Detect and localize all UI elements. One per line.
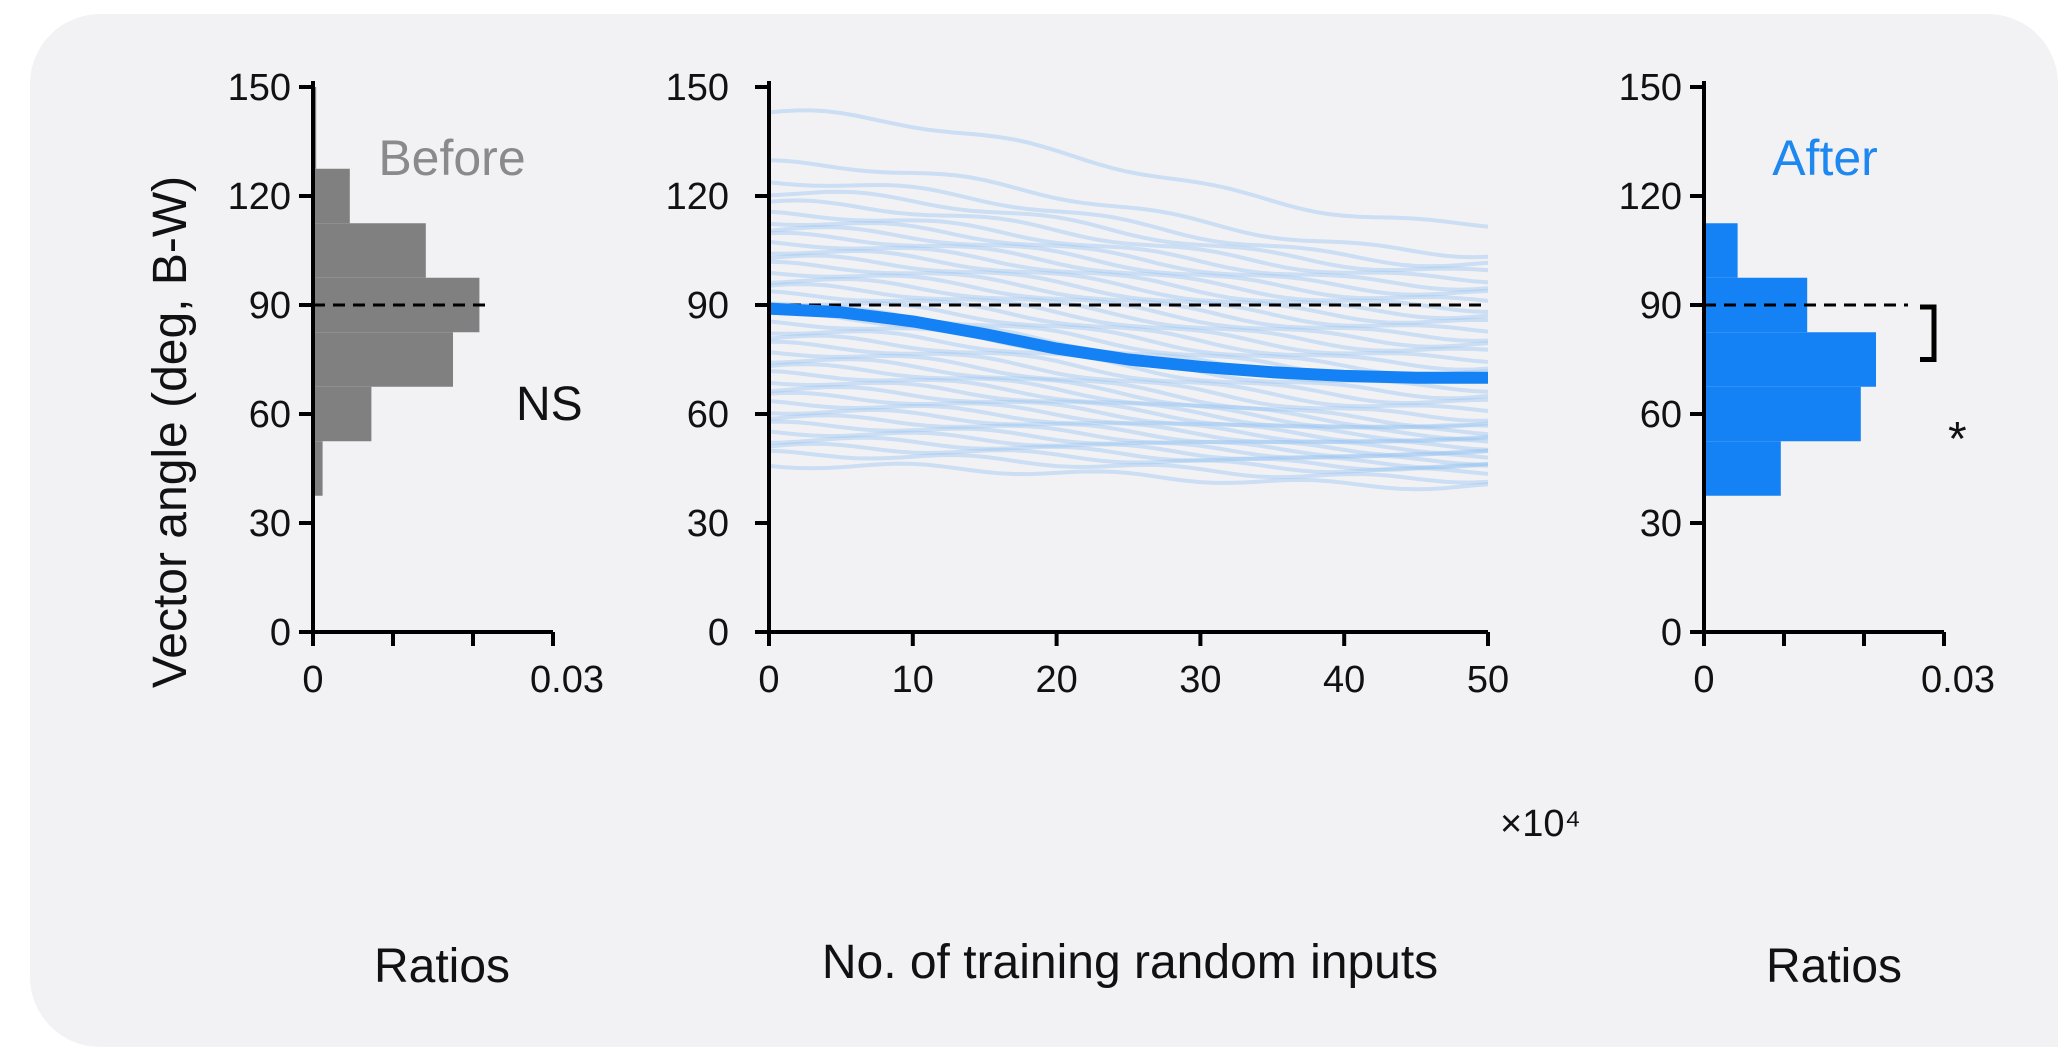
after-title: After [1772, 130, 1878, 186]
run-line-33 [768, 413, 1489, 460]
before-bar-5 [313, 168, 350, 224]
after-bar-4 [1704, 223, 1738, 278]
run-line-26 [768, 362, 1489, 437]
run-line-12 [768, 259, 1489, 343]
training-line-chart: No. of training random inputs ×10⁴ 0 30 60… [666, 67, 1581, 989]
before-ylabel: Vector angle (deg, B-W) [144, 176, 197, 688]
mean-line [768, 302, 1488, 384]
run-line-16 [768, 289, 1489, 372]
run-line-9 [768, 239, 1489, 321]
before-ytick-label-30: 30 [249, 503, 291, 545]
run-line-27 [768, 369, 1489, 441]
before-ytick-label-0: 0 [270, 612, 291, 654]
before-bar-1 [313, 386, 372, 442]
before-xtick-label-0: 0 [302, 659, 323, 701]
before-bar-2 [313, 332, 453, 387]
after-xtick-label-0: 0 [1693, 659, 1714, 701]
line-xtick-label-20: 20 [1035, 659, 1077, 701]
after-bar-0 [1704, 441, 1781, 496]
run-line-35 [768, 429, 1489, 470]
before-ytick-label-60: 60 [249, 394, 291, 436]
x-multiplier-label: ×10⁴ [1500, 803, 1581, 845]
line-ytick-label-120: 120 [666, 176, 729, 218]
line-xlabel: No. of training random inputs [822, 936, 1438, 989]
run-line-7 [768, 225, 1489, 303]
figure-panel [30, 14, 2058, 1047]
before-annotation-ns: NS [516, 378, 583, 431]
before-histogram: Before Vector angle (deg, B-W) Ratios NS… [144, 67, 604, 993]
run-line-17 [768, 301, 1489, 377]
run-line-1 [768, 158, 1489, 260]
run-line-8 [768, 230, 1489, 314]
line-xtick-label-30: 30 [1179, 659, 1221, 701]
run-line-23 [768, 339, 1489, 423]
run-line-0 [768, 108, 1489, 229]
after-ytick-label-150: 150 [1619, 67, 1682, 109]
run-line-28 [768, 380, 1489, 443]
line-xtick-label-50: 50 [1467, 659, 1509, 701]
line-ytick-label-90: 90 [687, 285, 729, 327]
run-line-10 [768, 248, 1489, 325]
line-ytick-label-60: 60 [687, 394, 729, 436]
run-line-30 [768, 390, 1489, 452]
before-title: Before [378, 130, 525, 186]
after-ytick-label-60: 60 [1640, 394, 1682, 436]
before-ytick-label-150: 150 [228, 67, 291, 109]
after-bar-1 [1704, 386, 1861, 442]
run-line-24 [768, 350, 1489, 429]
run-line-25 [768, 357, 1489, 430]
line-ytick-label-150: 150 [666, 67, 729, 109]
line-ytick-label-0: 0 [708, 612, 729, 654]
run-line-5 [768, 209, 1489, 292]
run-line-4 [768, 198, 1489, 285]
run-line-31 [768, 399, 1489, 456]
run-line-34 [768, 419, 1489, 467]
run-line-13 [768, 270, 1489, 349]
run-line-14 [768, 276, 1489, 353]
run-line-39 [768, 461, 1489, 492]
before-xlabel: Ratios [374, 940, 510, 993]
run-line-21 [768, 329, 1489, 406]
line-xtick-label-0: 0 [758, 659, 779, 701]
after-annotation-star: * [1948, 413, 1967, 466]
after-xtick-label-max: 0.03 [1921, 659, 1995, 701]
after-xlabel: Ratios [1766, 940, 1902, 993]
line-ytick-label-30: 30 [687, 503, 729, 545]
run-line-38 [768, 448, 1489, 485]
line-xtick-label-40: 40 [1323, 659, 1365, 701]
before-bar-0 [313, 441, 323, 496]
after-bar-2 [1704, 332, 1876, 387]
after-ytick-label-90: 90 [1640, 285, 1682, 327]
after-ytick-label-30: 30 [1640, 503, 1682, 545]
run-line-3 [768, 189, 1489, 273]
line-xtick-label-10: 10 [892, 659, 934, 701]
after-histogram: After Ratios * 0 30 60 90 120 150 0 0.03 [1619, 67, 1995, 993]
run-line-37 [768, 441, 1489, 476]
after-significance-bracket [1920, 304, 1937, 362]
run-line-36 [768, 435, 1489, 472]
run-line-2 [768, 180, 1489, 269]
before-ytick-label-120: 120 [228, 176, 291, 218]
after-ytick-label-0: 0 [1661, 612, 1682, 654]
run-line-29 [768, 384, 1489, 444]
run-line-32 [768, 407, 1489, 458]
before-bar-4 [313, 223, 426, 278]
run-line-11 [768, 253, 1489, 334]
before-ytick-label-90: 90 [249, 285, 291, 327]
run-line-22 [768, 333, 1489, 413]
run-line-15 [768, 282, 1489, 364]
before-xtick-label-max: 0.03 [530, 659, 604, 701]
after-ytick-label-120: 120 [1619, 176, 1682, 218]
run-line-6 [768, 220, 1489, 297]
